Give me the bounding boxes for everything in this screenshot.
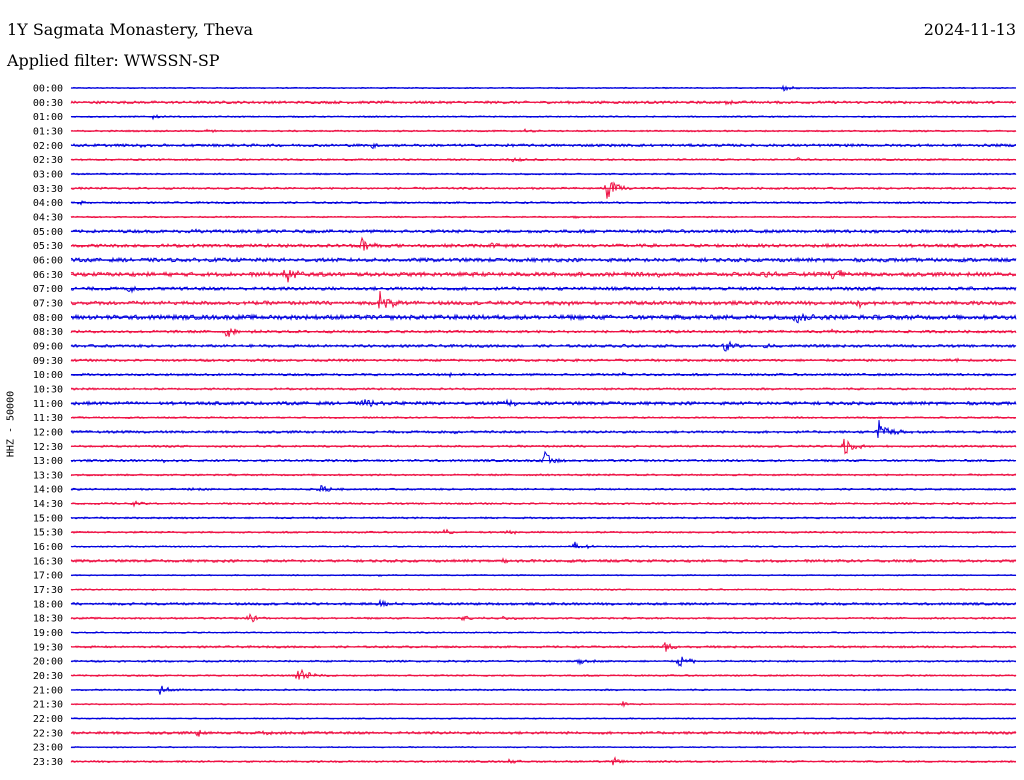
row-time-label: 14:30: [33, 499, 63, 510]
row-time-label: 07:00: [33, 284, 63, 295]
row-time-label: 13:30: [33, 470, 63, 481]
row-time-label: 01:00: [33, 112, 63, 123]
seismic-trace-1600: [70, 541, 1017, 550]
row-time-label: 16:00: [33, 542, 63, 553]
seismic-trace-0630: [70, 269, 1017, 283]
row-time-label: 09:30: [33, 356, 63, 367]
row-time-label: 12:00: [33, 427, 63, 438]
row-time-label: 06:00: [33, 255, 63, 266]
row-time-label: 18:30: [33, 614, 63, 625]
row-time-label: 07:30: [33, 298, 63, 309]
row-time-label: 03:00: [33, 169, 63, 180]
row-time-label: 03:30: [33, 184, 63, 195]
row-time-label: 22:30: [33, 728, 63, 739]
row-time-label: 02:30: [33, 155, 63, 166]
seismic-trace-0730: [70, 290, 1017, 310]
row-time-label: 02:00: [33, 141, 63, 152]
row-time-label: 01:30: [33, 126, 63, 137]
seismic-trace-1400: [70, 485, 1017, 493]
seismic-trace-0700: [70, 285, 1017, 294]
row-time-label: 20:00: [33, 657, 63, 668]
seismic-trace-0330: [70, 181, 1017, 199]
row-time-label: 09:00: [33, 341, 63, 352]
seismic-trace-0530: [70, 236, 1017, 251]
seismic-trace-1200: [70, 420, 1017, 439]
row-time-label: 06:30: [33, 270, 63, 281]
row-time-label: 08:00: [33, 313, 63, 324]
row-time-label: 04:00: [33, 198, 63, 209]
filter-label: Applied filter: WWSSN-SP: [7, 51, 220, 70]
row-time-label: 18:00: [33, 599, 63, 610]
row-time-label: 23:00: [33, 743, 63, 754]
row-time-label: 22:00: [33, 714, 63, 725]
station-title: 1Y Sagmata Monastery, Theva: [7, 20, 254, 39]
row-time-label: 11:00: [33, 399, 63, 410]
row-time-label: 14:00: [33, 485, 63, 496]
row-time-label: 13:00: [33, 456, 63, 467]
date-label: 2024-11-13: [923, 20, 1016, 39]
row-time-label: 21:00: [33, 685, 63, 696]
row-time-label: 23:30: [33, 757, 63, 768]
row-time-label: 05:00: [33, 227, 63, 238]
seismic-trace-0830: [70, 327, 1017, 337]
row-time-label: 04:30: [33, 212, 63, 223]
row-time-label: 10:00: [33, 370, 63, 381]
row-time-label: 17:30: [33, 585, 63, 596]
row-time-label: 12:30: [33, 442, 63, 453]
row-time-label: 10:30: [33, 384, 63, 395]
seismic-trace-0200: [70, 142, 1016, 150]
row-time-label: 15:30: [33, 528, 63, 539]
row-time-label: 11:30: [33, 413, 63, 424]
row-time-label: 00:30: [33, 98, 63, 109]
row-time-label: 00:00: [33, 84, 63, 95]
row-time-label: 20:30: [33, 671, 63, 682]
row-time-label: 21:30: [33, 700, 63, 711]
row-time-label: 05:30: [33, 241, 63, 252]
row-time-label: 19:00: [33, 628, 63, 639]
row-time-label: 08:30: [33, 327, 63, 338]
seismic-trace-1630: [70, 557, 1017, 564]
seismic-trace-2030: [70, 668, 1017, 680]
seismic-trace-0030: [70, 99, 1017, 106]
row-time-label: 19:30: [33, 642, 63, 653]
row-time-label: 15:00: [33, 513, 63, 524]
row-time-label: 17:00: [33, 571, 63, 582]
seismic-trace-0800: [70, 312, 1017, 324]
row-time-label: 16:30: [33, 556, 63, 567]
